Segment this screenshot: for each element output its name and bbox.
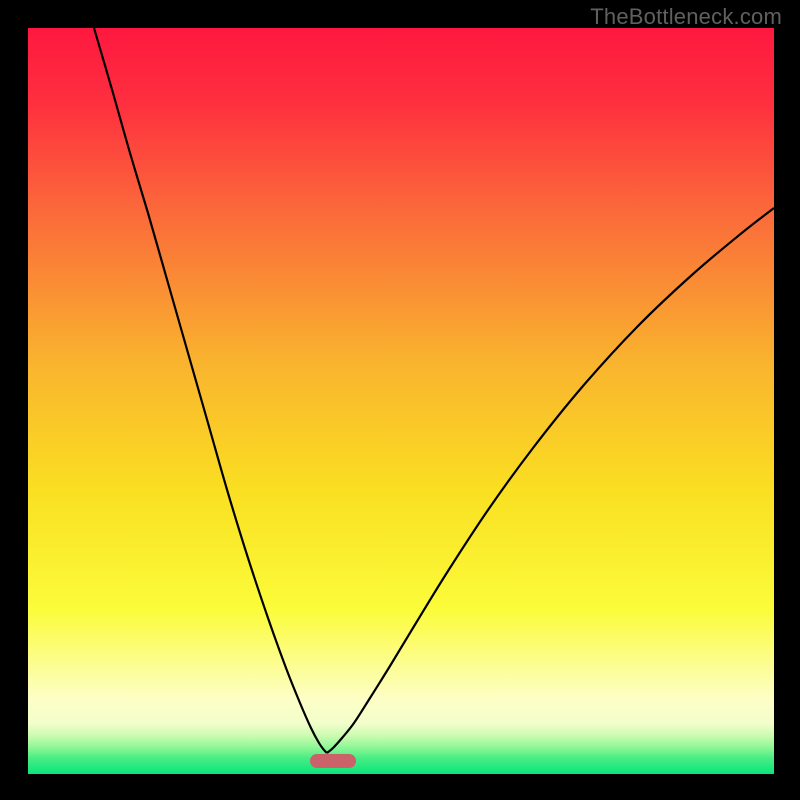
curve-left-branch: [94, 28, 327, 753]
cusp-marker: [310, 754, 356, 768]
bottleneck-curve: [28, 28, 774, 774]
watermark-text: TheBottleneck.com: [590, 4, 782, 30]
plot-frame: [28, 28, 774, 774]
curve-right-branch: [327, 208, 774, 753]
